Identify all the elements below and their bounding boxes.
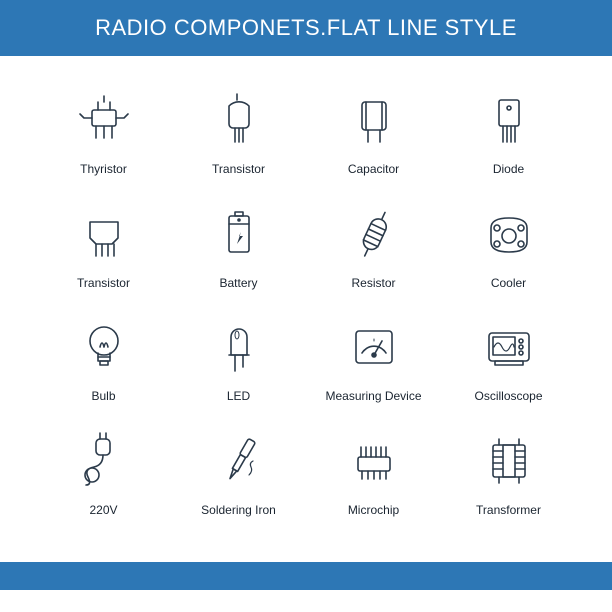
component-label: Transformer — [476, 503, 541, 517]
component-label: Oscilloscope — [474, 389, 542, 403]
transformer-icon — [473, 427, 545, 499]
component-cell: Capacitor — [306, 80, 441, 194]
microchip-icon — [338, 427, 410, 499]
component-label: Soldering Iron — [201, 503, 276, 517]
component-label: LED — [227, 389, 250, 403]
component-label: Thyristor — [80, 162, 127, 176]
component-label: 220V — [89, 503, 117, 517]
component-cell: Battery — [171, 194, 306, 308]
component-cell: Bulb — [36, 307, 171, 421]
transistor-package-icon — [68, 200, 140, 272]
oscilloscope-icon — [473, 313, 545, 385]
cooler-icon — [473, 200, 545, 272]
component-label: Measuring Device — [325, 389, 421, 403]
plug-icon — [68, 427, 140, 499]
header-title: RADIO COMPONETS.FLAT LINE STYLE — [95, 15, 517, 41]
battery-icon — [203, 200, 275, 272]
component-cell: Microchip — [306, 421, 441, 535]
component-cell: Transistor — [36, 194, 171, 308]
component-label: Transistor — [212, 162, 265, 176]
solder-icon — [203, 427, 275, 499]
component-label: Capacitor — [348, 162, 399, 176]
component-cell: Transformer — [441, 421, 576, 535]
component-cell: Resistor — [306, 194, 441, 308]
component-cell: LED — [171, 307, 306, 421]
component-label: Diode — [493, 162, 524, 176]
component-cell: Oscilloscope — [441, 307, 576, 421]
header-bar: RADIO COMPONETS.FLAT LINE STYLE — [0, 0, 612, 56]
component-grid: Thyristor Transistor Capacitor Diode Tra… — [0, 56, 612, 534]
component-label: Cooler — [491, 276, 526, 290]
capacitor-icon — [338, 86, 410, 158]
component-label: Bulb — [91, 389, 115, 403]
meter-icon — [338, 313, 410, 385]
resistor-icon — [338, 200, 410, 272]
diode-icon — [473, 86, 545, 158]
transistor-to92-icon — [203, 86, 275, 158]
footer-bar — [0, 562, 612, 590]
component-cell: Transistor — [171, 80, 306, 194]
bulb-icon — [68, 313, 140, 385]
component-label: Transistor — [77, 276, 130, 290]
component-cell: Soldering Iron — [171, 421, 306, 535]
component-cell: 220V — [36, 421, 171, 535]
component-cell: Measuring Device — [306, 307, 441, 421]
component-cell: Diode — [441, 80, 576, 194]
thyristor-icon — [68, 86, 140, 158]
component-label: Resistor — [351, 276, 395, 290]
component-label: Battery — [219, 276, 257, 290]
component-cell: Thyristor — [36, 80, 171, 194]
led-icon — [203, 313, 275, 385]
component-cell: Cooler — [441, 194, 576, 308]
component-label: Microchip — [348, 503, 399, 517]
